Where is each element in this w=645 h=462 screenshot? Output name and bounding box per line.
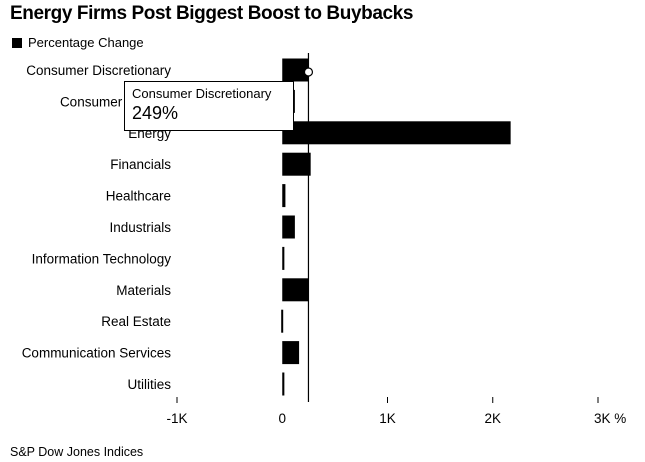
x-tick-label: 0: [278, 411, 286, 426]
bar: [282, 58, 309, 82]
category-label: Healthcare: [106, 189, 171, 204]
legend-swatch: [12, 37, 22, 48]
bar: [281, 309, 284, 333]
chart-legend: Percentage Change: [12, 35, 144, 50]
x-tick-label: -1K: [166, 411, 187, 426]
bar: [282, 372, 285, 396]
chart-tooltip: Consumer Discretionary 249%: [124, 81, 294, 131]
chart-title: Energy Firms Post Biggest Boost to Buyba…: [10, 3, 413, 24]
source-note: S&P Dow Jones Indices: [10, 445, 144, 459]
x-tick-label: 1K: [379, 411, 396, 426]
category-label: Information Technology: [32, 251, 172, 266]
legend-label: Percentage Change: [28, 35, 144, 50]
x-tick-label: 2K: [484, 411, 501, 426]
category-label: Financials: [110, 157, 171, 172]
category-label: Industrials: [109, 220, 171, 235]
bar: [282, 341, 300, 365]
bar: [282, 215, 295, 239]
category-label: Materials: [116, 283, 171, 298]
bar: [282, 121, 511, 145]
category-label: Utilities: [127, 377, 171, 392]
hover-marker: [303, 67, 314, 77]
bar: [282, 152, 311, 176]
tooltip-value: 249%: [132, 103, 179, 123]
category-label: Real Estate: [101, 314, 171, 329]
x-tick-label: 3K %: [594, 411, 626, 426]
bar: [282, 184, 286, 208]
bar: [282, 278, 309, 302]
category-label: Consumer Discretionary: [26, 63, 171, 78]
bar: [282, 246, 285, 270]
category-label: Communication Services: [22, 346, 172, 361]
tooltip-label: Consumer Discretionary: [132, 86, 272, 101]
